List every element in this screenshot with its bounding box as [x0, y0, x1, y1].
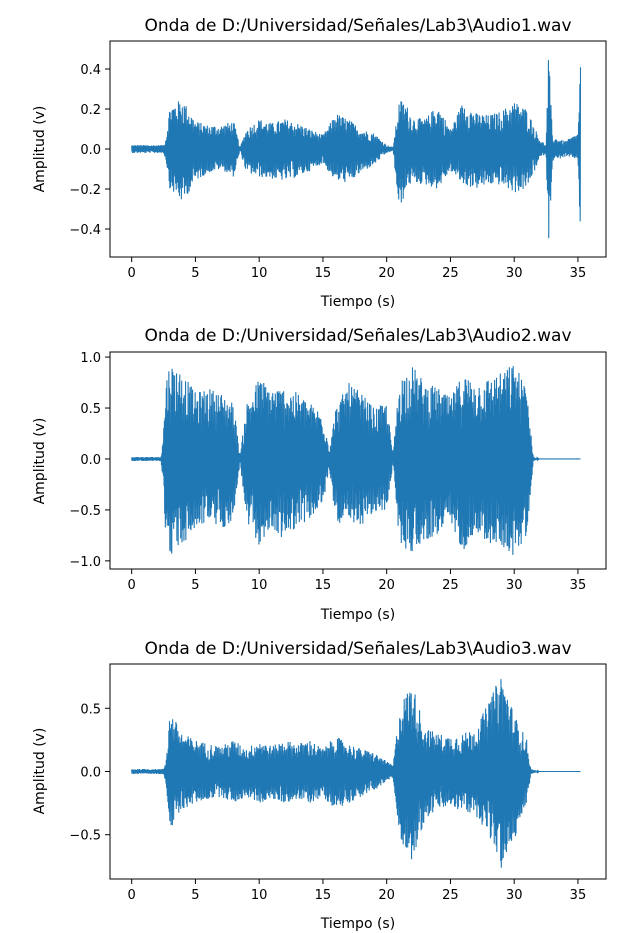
- audio2-x-tick-label: 30: [506, 578, 523, 593]
- audio2-y-tick-label: 0.5: [80, 402, 101, 417]
- audio1-x-tick-label: 0: [128, 266, 136, 281]
- audio1-x-tick-label: 35: [570, 266, 587, 281]
- audio1-waveform-panel: Onda de D:/Universidad/Señales/Lab3\Audi…: [32, 16, 607, 310]
- audio3-y-tick-label: 0.0: [80, 766, 101, 781]
- audio3-x-tick-label: 30: [506, 888, 523, 903]
- audio1-x-tick-label: 10: [251, 266, 268, 281]
- audio3-x-tick-label: 35: [570, 888, 587, 903]
- audio2-x-tick-label: 20: [378, 578, 395, 593]
- audio2-axes-frame: [109, 351, 607, 570]
- audio3-y-axis-label: Amplitud (v): [32, 728, 48, 815]
- audio1-y-axis-label: Amplitud (v): [32, 106, 48, 193]
- audio2-x-axis-label: Tiempo (s): [320, 607, 395, 623]
- audio2-x-tick-label: 10: [251, 578, 268, 593]
- audio2-x-tick-label: 15: [315, 578, 332, 593]
- audio2-waveform-panel: Onda de D:/Universidad/Señales/Lab3\Audi…: [32, 326, 607, 623]
- audio2-y-tick-label: −1.0: [69, 555, 101, 570]
- audio3-x-tick-label: 5: [191, 888, 199, 903]
- audio3-x-tick-label: 0: [128, 888, 136, 903]
- audio1-x-tick-label: 20: [378, 266, 395, 281]
- audio1-waveform-line: [131, 60, 582, 239]
- audio1-title: Onda de D:/Universidad/Señales/Lab3\Audi…: [144, 16, 571, 36]
- audio2-title: Onda de D:/Universidad/Señales/Lab3\Audi…: [144, 326, 571, 346]
- audio3-waveform-line: [131, 679, 581, 868]
- audio1-y-tick-label: −0.2: [69, 183, 101, 198]
- audio1-y-tick-label: 0.2: [80, 103, 101, 118]
- audio2-x-tick-label: 25: [442, 578, 459, 593]
- audio3-x-tick-label: 25: [442, 888, 459, 903]
- audio3-y-tick-label: 0.5: [80, 702, 101, 717]
- audio2-y-axis-label: Amplitud (v): [32, 418, 48, 505]
- audio3-x-tick-label: 15: [315, 888, 332, 903]
- audio1-x-tick-label: 5: [191, 266, 199, 281]
- audio2-y-tick-label: 1.0: [80, 351, 101, 366]
- audio2-y-tick-label: −0.5: [69, 504, 101, 519]
- audio1-x-tick-label: 15: [315, 266, 332, 281]
- audio2-y-tick-label: 0.0: [80, 453, 101, 468]
- audio2-x-tick-label: 5: [191, 578, 199, 593]
- audio2-waveform-line: [131, 366, 581, 555]
- audio1-x-axis-label: Tiempo (s): [320, 294, 395, 310]
- audio3-title: Onda de D:/Universidad/Señales/Lab3\Audi…: [144, 639, 571, 659]
- audio3-waveform-panel: Onda de D:/Universidad/Señales/Lab3\Audi…: [32, 639, 607, 932]
- audio1-y-tick-label: 0.4: [80, 63, 101, 78]
- audio2-x-tick-label: 35: [570, 578, 587, 593]
- audio1-x-tick-label: 30: [506, 266, 523, 281]
- audio1-y-tick-label: −0.4: [69, 223, 101, 238]
- audio1-y-tick-label: 0.0: [80, 143, 101, 158]
- audio2-x-tick-label: 0: [128, 578, 136, 593]
- audio3-y-tick-label: −0.5: [69, 829, 101, 844]
- audio3-x-tick-label: 20: [378, 888, 395, 903]
- audio3-x-axis-label: Tiempo (s): [320, 916, 395, 932]
- audio3-x-tick-label: 10: [251, 888, 268, 903]
- audio1-x-tick-label: 25: [442, 266, 459, 281]
